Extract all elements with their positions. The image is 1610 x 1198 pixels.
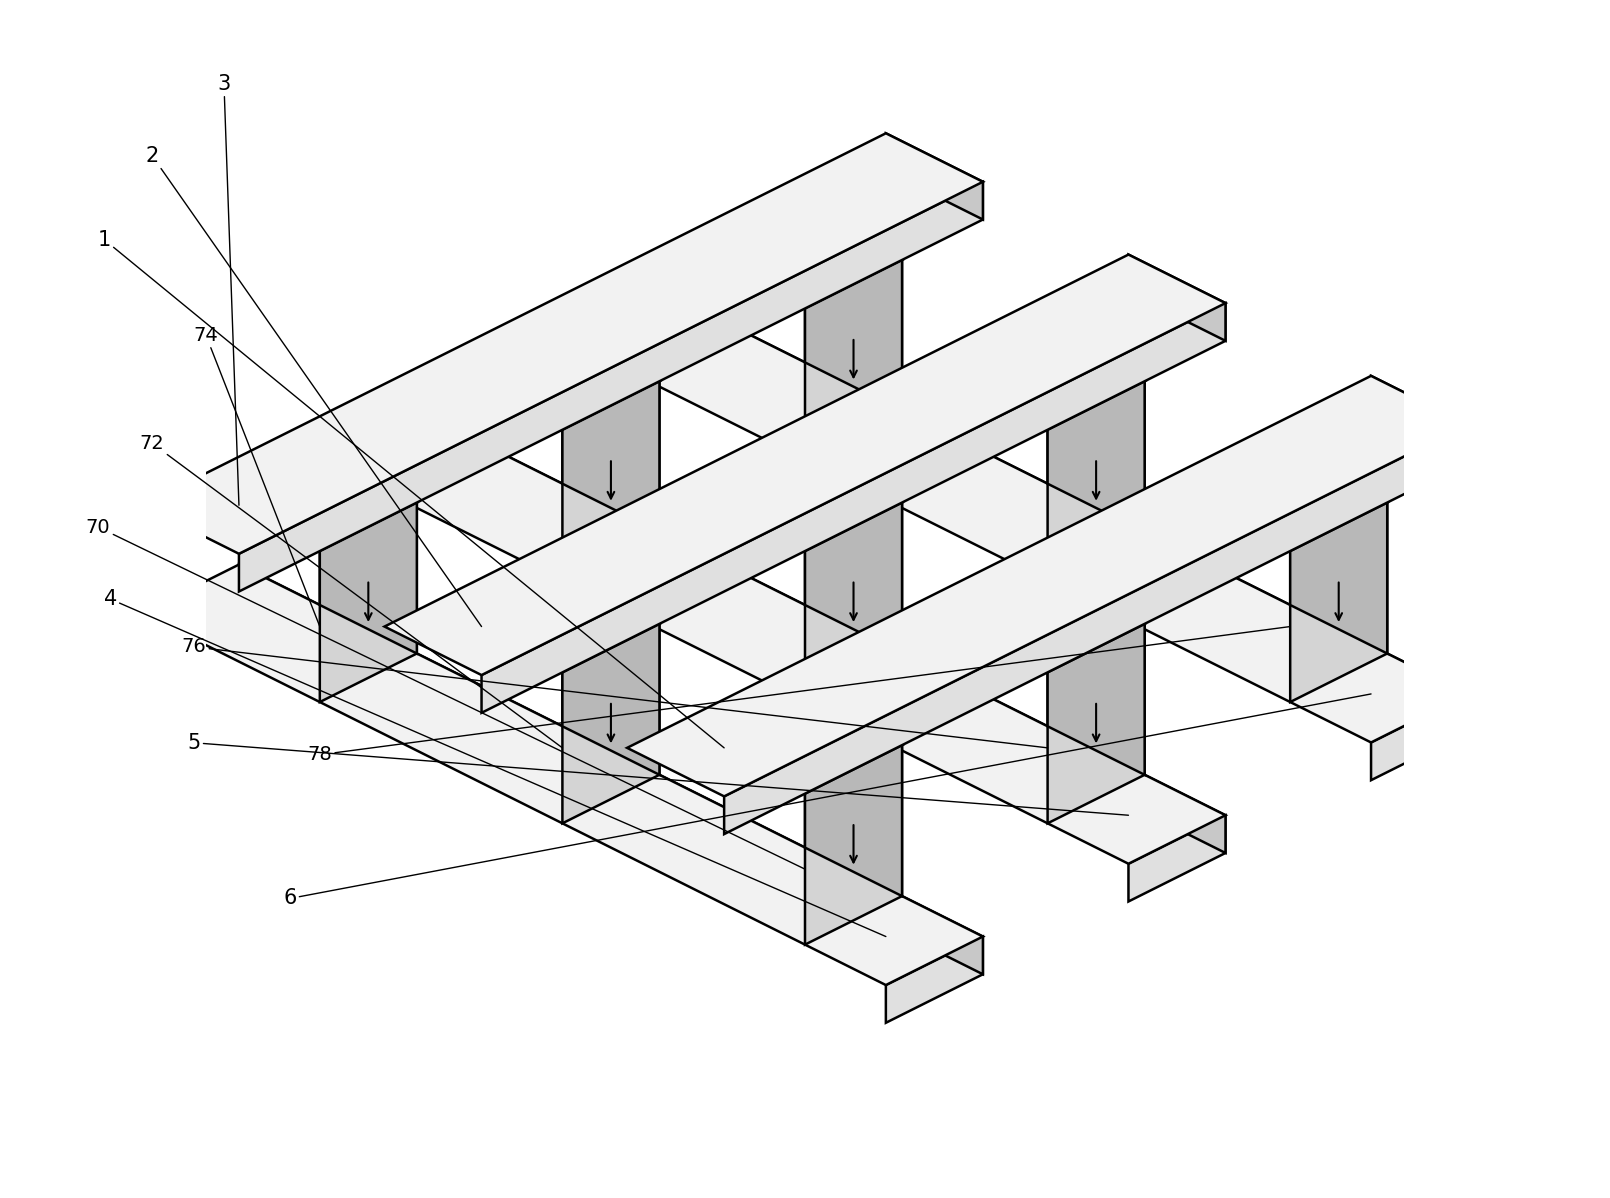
Polygon shape	[562, 333, 660, 532]
Polygon shape	[724, 322, 1468, 732]
Polygon shape	[805, 260, 902, 459]
Polygon shape	[805, 745, 902, 944]
Text: 4: 4	[103, 589, 886, 937]
Polygon shape	[320, 503, 417, 702]
Polygon shape	[481, 443, 1225, 853]
Polygon shape	[708, 454, 902, 551]
Text: 2: 2	[145, 146, 481, 627]
Polygon shape	[708, 212, 902, 309]
Polygon shape	[950, 333, 1145, 430]
Polygon shape	[222, 454, 417, 551]
Polygon shape	[238, 564, 982, 974]
Polygon shape	[805, 696, 902, 896]
Polygon shape	[1048, 333, 1145, 532]
Polygon shape	[1372, 376, 1468, 462]
Polygon shape	[142, 133, 982, 553]
Polygon shape	[142, 564, 982, 985]
Polygon shape	[1372, 694, 1468, 780]
Polygon shape	[628, 322, 1468, 743]
Text: 6: 6	[283, 694, 1372, 908]
Polygon shape	[562, 381, 660, 581]
Polygon shape	[1129, 254, 1225, 340]
Polygon shape	[562, 624, 660, 823]
Text: 3: 3	[217, 74, 238, 506]
Polygon shape	[724, 424, 1468, 834]
Polygon shape	[628, 376, 1468, 797]
Polygon shape	[320, 454, 417, 654]
Polygon shape	[385, 443, 1225, 864]
Polygon shape	[1129, 815, 1225, 901]
Polygon shape	[1048, 624, 1145, 823]
Polygon shape	[708, 696, 902, 793]
Polygon shape	[562, 575, 660, 775]
Polygon shape	[886, 937, 982, 1023]
Polygon shape	[238, 182, 982, 592]
Text: 78: 78	[308, 627, 1290, 764]
Polygon shape	[950, 575, 1145, 672]
Text: 74: 74	[193, 326, 320, 627]
Text: 1: 1	[98, 230, 724, 748]
Polygon shape	[1048, 575, 1145, 775]
Text: 70: 70	[85, 518, 805, 870]
Polygon shape	[385, 254, 1225, 674]
Polygon shape	[1193, 454, 1388, 551]
Polygon shape	[805, 212, 902, 411]
Polygon shape	[886, 133, 982, 219]
Polygon shape	[465, 333, 660, 430]
Text: 76: 76	[182, 637, 1048, 748]
Polygon shape	[805, 503, 902, 702]
Text: 5: 5	[187, 733, 1129, 815]
Polygon shape	[1048, 381, 1145, 581]
Polygon shape	[481, 303, 1225, 713]
Polygon shape	[465, 575, 660, 672]
Polygon shape	[805, 454, 902, 654]
Text: 72: 72	[140, 434, 562, 748]
Polygon shape	[1290, 503, 1388, 702]
Polygon shape	[1290, 454, 1388, 654]
